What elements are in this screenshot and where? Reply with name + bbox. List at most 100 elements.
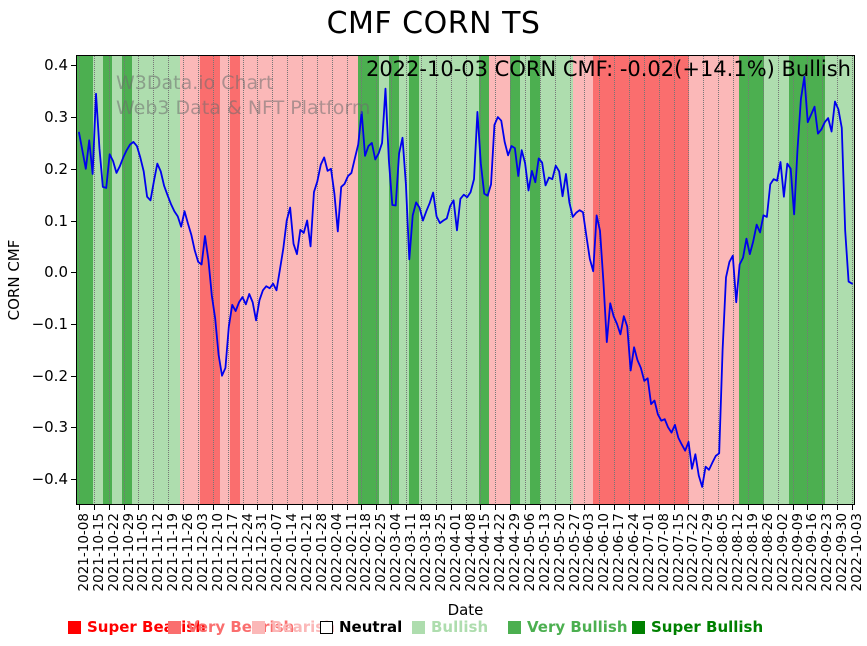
gridline-vertical [688,55,690,505]
x-tick-label: 2022-08-12 [730,513,747,592]
gridline-vertical [272,55,274,505]
regime-band [379,55,390,505]
x-tick-mark [301,505,303,510]
gridline-vertical [822,55,824,505]
x-tick-label: 2021-10-22 [105,513,122,592]
gridline-vertical [480,55,482,505]
x-tick-mark [539,505,541,510]
y-tick-label: −0.4 [31,470,68,489]
gridline-vertical [108,55,110,505]
regime-band [488,55,511,505]
x-tick-label: 2022-02-04 [328,513,345,592]
x-tick-mark [406,505,408,510]
legend-item-super-bullish[interactable]: Super Bullish [632,618,763,636]
legend-item-very-bearish[interactable]: Very Bearish [168,618,294,636]
x-tick-label: 2022-09-23 [819,513,836,592]
x-tick-label: 2021-11-19 [165,513,182,592]
regime-band [530,55,541,505]
regime-band [399,55,410,505]
x-tick-label: 2022-04-29 [507,513,524,592]
x-tick-mark [227,505,229,510]
gridline-vertical [807,55,809,505]
x-tick-label: 2022-07-29 [700,513,717,592]
legend-label: Very Bearish [187,618,295,636]
y-axis-label: CORN CMF [5,239,23,321]
x-tick-mark [792,505,794,510]
legend-swatch-icon [508,620,521,634]
y-tick-label: −0.2 [31,366,68,385]
gridline-vertical [391,55,393,505]
x-tick-label: 2022-05-06 [521,513,538,592]
gridline-vertical [227,55,229,505]
gridline-vertical [420,55,422,505]
gridline-vertical [168,55,170,505]
x-tick-label: 2022-03-11 [403,513,420,592]
x-tick-mark [242,505,244,510]
x-tick-mark [747,505,749,510]
x-axis-label: Date [447,601,484,619]
legend-swatch-icon [68,620,81,634]
x-tick-mark [807,505,809,510]
x-tick-mark [510,505,512,510]
gridline-vertical [153,55,155,505]
y-tick-label: −0.1 [31,314,68,333]
gridline-vertical [287,55,289,505]
x-tick-label: 2022-04-01 [447,513,464,592]
x-tick-mark [435,505,437,510]
legend-item-neutral[interactable]: Neutral [320,618,402,636]
x-tick-label: 2022-10-03 [849,513,865,592]
gridline-vertical [242,55,244,505]
regime-band [180,55,201,505]
legend-label: Neutral [339,618,403,636]
regime-band [788,55,826,505]
regime-band [357,55,380,505]
x-tick-mark [420,505,422,510]
regime-band [122,55,133,505]
x-tick-label: 2022-01-21 [298,513,315,592]
gridline-vertical [123,55,125,505]
x-tick-mark [316,505,318,510]
gridline-vertical [435,55,437,505]
x-tick-mark [138,505,140,510]
legend-item-bullish[interactable]: Bullish [412,618,488,636]
gridline-vertical [658,55,660,505]
legend-item-bearish[interactable]: Bearish [252,618,335,636]
regime-band [230,55,241,505]
x-tick-mark [153,505,155,510]
x-tick-mark [123,505,125,510]
regime-band [142,55,181,505]
x-tick-label: 2021-12-17 [224,513,241,592]
legend-label: Very Bullish [527,618,628,636]
latest-value-annotation: 2022-10-03 CORN CMF: -0.02(+14.1%) Bulli… [365,57,851,81]
x-tick-mark [93,505,95,510]
gridline-vertical [93,55,95,505]
gridline-vertical [346,55,348,505]
x-tick-label: 2022-09-30 [834,513,851,592]
regime-band [573,55,594,505]
x-tick-mark [331,505,333,510]
x-tick-mark [762,505,764,510]
gridline-vertical [614,55,616,505]
gridline-vertical [584,55,586,505]
legend-swatch-icon [320,620,333,634]
y-tick-mark [71,65,76,67]
regime-band [220,55,231,505]
x-tick-mark [183,505,185,510]
legend-label: Bullish [431,618,489,636]
x-tick-label: 2021-11-12 [150,513,167,592]
y-tick-label: 0.0 [44,263,68,282]
gridline-vertical [79,55,80,505]
gridline-vertical [450,55,452,505]
x-tick-mark [272,505,274,510]
x-tick-label: 2022-07-08 [655,513,672,592]
regime-band [763,55,789,505]
y-tick-label: −0.3 [31,418,68,437]
regime-band [102,55,113,505]
gridline-vertical [733,55,735,505]
legend-item-very-bullish[interactable]: Very Bullish [508,618,628,636]
regime-band [132,55,143,505]
x-tick-mark [108,505,110,510]
x-tick-label: 2022-05-13 [536,513,553,592]
x-tick-label: 2022-05-20 [551,513,568,592]
gridline-vertical [747,55,749,505]
